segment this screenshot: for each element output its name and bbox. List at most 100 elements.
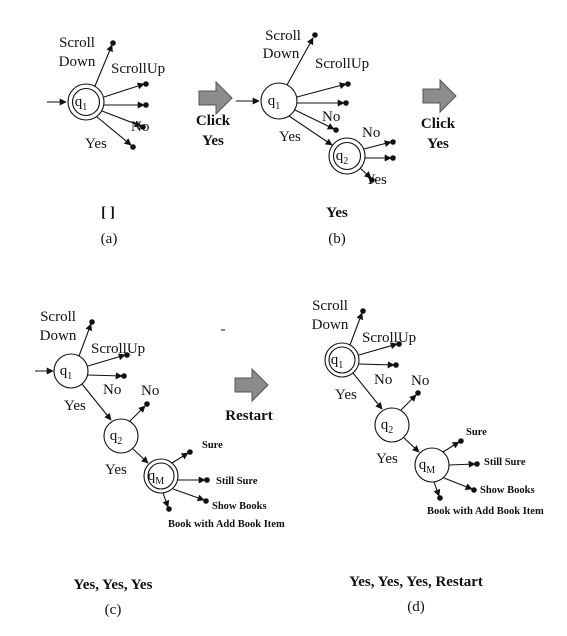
label-scrollup: ScrollUp: [362, 330, 416, 346]
edge-end-dot: [140, 124, 146, 130]
edge-end-dot: [333, 127, 339, 133]
edge-scroll-up: [358, 342, 398, 356]
caption-c: (c): [105, 602, 122, 618]
label-q2-yes: Yes: [105, 462, 127, 478]
label-no: No: [131, 119, 149, 135]
label-sure: Sure: [466, 427, 487, 438]
state-qM-label: qM: [419, 457, 436, 476]
action-label-line1: Click: [421, 116, 456, 132]
edge-end-dot: [369, 177, 375, 183]
edge-end-dot: [458, 438, 464, 444]
panel-c: q1 q2 qM Scroll Down ScrollUp No Yes No …: [35, 309, 285, 618]
action-label-line2: Yes: [202, 133, 224, 149]
label-down: Down: [263, 46, 300, 62]
panel-b: q1 q2 Scroll Down ScrollUp No Yes No Yes…: [236, 28, 396, 247]
state-qM-inner: [147, 462, 175, 490]
edge-end-dot: [390, 139, 396, 145]
label-down: Down: [312, 317, 349, 333]
label-q2-no: No: [362, 125, 380, 141]
state-q2: [103, 418, 139, 454]
label-q2-yes: Yes: [376, 451, 398, 467]
state-q1-label: q1: [268, 93, 281, 112]
edge-q2-yes: [359, 167, 372, 179]
edge-end-dot: [474, 461, 480, 467]
state-q1: [260, 82, 298, 120]
caption-b: (b): [328, 231, 346, 247]
edge-q2-yes: [403, 437, 420, 453]
label-no: No: [322, 109, 340, 125]
edge-end-dot: [360, 308, 366, 314]
edge-end-dot: [396, 341, 402, 347]
right-arrow-icon: [234, 367, 269, 403]
edge-scroll-up: [87, 353, 126, 367]
edge-q2-no: [363, 140, 392, 150]
label-scroll: Scroll: [59, 35, 95, 51]
edge-end-dot: [143, 102, 149, 108]
edge-end-dot: [343, 100, 349, 106]
edge-end-dot: [166, 506, 172, 512]
label-scrollup: ScrollUp: [315, 56, 369, 72]
state-q1: [53, 353, 89, 389]
edge-end-dot: [144, 401, 150, 407]
label-sure: Sure: [202, 440, 223, 451]
edge-end-dot: [390, 155, 396, 161]
edge-yes: [81, 383, 112, 421]
caption-d: (d): [407, 599, 425, 615]
label-still-sure: Still Sure: [484, 457, 526, 468]
label-no: No: [374, 372, 392, 388]
edge-q2-no: [129, 405, 146, 422]
action-label-line1: Restart: [225, 408, 272, 424]
action-label-line2: Yes: [427, 136, 449, 152]
state-q2-label: q2: [110, 428, 123, 447]
label-yes: Yes: [335, 387, 357, 403]
label-down: Down: [59, 54, 96, 70]
edge-end-dot: [110, 40, 116, 46]
label-scroll: Scroll: [265, 28, 301, 44]
edge-end-dot: [393, 362, 399, 368]
edge-end-dot: [124, 352, 130, 358]
label-yes: Yes: [279, 129, 301, 145]
state-q1-inner: [71, 87, 101, 117]
edge-scroll-up: [103, 82, 145, 98]
action-click-yes-1: Click Yes: [196, 80, 233, 149]
label-q2-yes: Yes: [365, 172, 387, 188]
state-q2: [374, 407, 410, 443]
edge-show-books: [443, 477, 473, 490]
edge-q2-yes: [132, 448, 149, 464]
edge-yes: [288, 115, 333, 146]
edge-end-dot: [312, 32, 318, 38]
edge-still-sure: [448, 460, 476, 468]
edge-yes: [96, 116, 132, 146]
edge-end-dot: [345, 81, 351, 87]
label-book-add: Book with Add Book Item: [427, 506, 544, 517]
label-q2-no: No: [411, 373, 429, 389]
edge-end-dot: [89, 319, 95, 325]
edge-mid: [358, 361, 395, 369]
edge-yes: [352, 372, 383, 410]
edge-end-dot: [143, 81, 149, 87]
label-show-books: Show Books: [480, 485, 535, 496]
edge-sure: [442, 441, 460, 453]
edge-mid: [87, 372, 123, 380]
edge-end-dot: [471, 487, 477, 493]
action-label-line1: Click: [196, 113, 231, 129]
label-yes: Yes: [64, 398, 86, 414]
sequence-a: [ ]: [101, 205, 115, 221]
sequence-c: Yes, Yes, Yes: [74, 577, 153, 593]
state-q1-label: q1: [331, 352, 344, 371]
edge-end-dot: [437, 495, 443, 501]
action-restart: Restart: [221, 329, 273, 424]
caption-a: (a): [101, 231, 118, 247]
state-q2-inner: [332, 141, 362, 171]
edge-scroll-down: [78, 323, 93, 357]
label-scroll: Scroll: [312, 298, 348, 314]
label-scrollup: ScrollUp: [111, 61, 165, 77]
edge-q2-no: [400, 394, 417, 411]
right-arrow-icon: [422, 78, 457, 114]
edge-show-books: [172, 488, 205, 502]
edge-scroll-down: [286, 37, 314, 86]
label-scrollup: ScrollUp: [91, 341, 145, 357]
state-q1-inner: [328, 346, 356, 374]
label-yes: Yes: [85, 136, 107, 152]
